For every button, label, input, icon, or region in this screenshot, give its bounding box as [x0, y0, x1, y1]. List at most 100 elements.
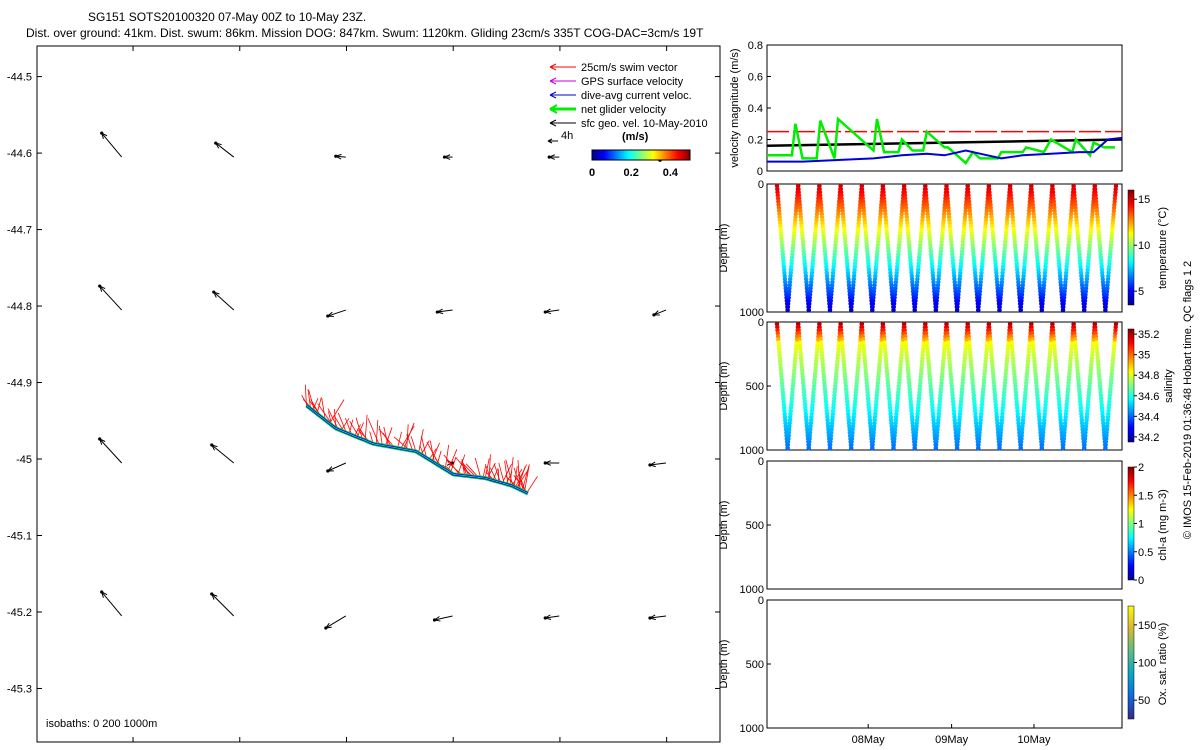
- colorbar-tick-label: 35.2: [1138, 329, 1159, 341]
- swim-vector: [444, 444, 450, 470]
- velocity-series-line: [767, 116, 1115, 165]
- map-panel: -44.5 -44.6 -44.7 -44.8 -44.9 -45 -45.1 -45.2 -4…: [7, 45, 721, 743]
- section-point: [870, 445, 875, 451]
- colorbar-tick-label: 34.8: [1138, 370, 1159, 382]
- velocity-y-tick-label: 0: [757, 166, 763, 178]
- swim-vector: [484, 458, 490, 479]
- geo-velocity-arrow: [652, 309, 667, 317]
- swim-vector: [334, 408, 337, 429]
- map-y-tick-label: -44.7: [7, 225, 32, 237]
- oxygen-panel: 0 500 1000 08May 09May 10May Depth (m) 50 100…: [718, 595, 1169, 746]
- legend-label-geo-velocity: sfc geo. vel. 10-May-2010: [581, 118, 708, 130]
- section-point: [806, 445, 811, 451]
- swim-vector: [526, 476, 538, 494]
- geo-velocity-arrow: [324, 615, 347, 630]
- geo-velocity-arrow: [442, 154, 453, 160]
- section-point: [1060, 445, 1066, 451]
- geo-velocity-arrow: [98, 284, 123, 311]
- section-point: [1113, 183, 1119, 189]
- section-point: [1060, 307, 1066, 313]
- section-point: [827, 307, 833, 313]
- oxygen-colorbar-label: Ox. sat. ratio (%): [1157, 623, 1169, 706]
- map-y-ticks: -44.5 -44.6 -44.7 -44.8 -44.9 -45 -45.1 -45.2 -4…: [7, 72, 720, 695]
- velocity-y-tick-label: 0.6: [748, 72, 763, 84]
- depth-y-tick-label: 500: [746, 381, 764, 393]
- depth-y-tick-label: 1000: [740, 307, 764, 319]
- depth-y-tick-label: 1000: [740, 445, 764, 457]
- glider-track: [301, 384, 538, 496]
- oxygen-colorbar: [1127, 605, 1135, 720]
- speed-colorbar-bar: [591, 149, 691, 161]
- legend-item-dive-avg-current: dive-avg current veloc.: [549, 90, 692, 102]
- swim-vector: [498, 462, 505, 484]
- geo-velocity-arrow: [100, 590, 123, 617]
- swim-vector: [375, 420, 379, 445]
- oxygen-axes-box: [766, 599, 1123, 729]
- map-y-tick-label: -45: [16, 454, 32, 466]
- geo-velocity-arrow: [210, 592, 235, 617]
- velocity-y-tick-label: 0.4: [748, 103, 763, 115]
- map-y-tick-label: -45.1: [7, 530, 32, 542]
- geo-velocity-arrow: [98, 437, 123, 464]
- swim-vector: [403, 422, 415, 450]
- colorbar-tick-label: 5: [1138, 286, 1144, 298]
- map-axes-box: [36, 45, 721, 743]
- dive-avg-track: [305, 404, 529, 495]
- oxygen-y-ticks: 0 500 1000: [740, 595, 771, 735]
- depth-y-tick-label: 1000: [740, 723, 764, 735]
- speed-colorbar-label: (m/s): [622, 131, 649, 143]
- date-x-tick-label: 08May: [852, 734, 886, 746]
- legend-label-net-velocity: net glider velocity: [581, 104, 666, 116]
- map-y-tick-label: -45.3: [7, 683, 32, 695]
- swim-vector: [461, 458, 466, 476]
- legend-item-geo-velocity: sfc geo. vel. 10-May-2010: [549, 118, 708, 130]
- swim-vector: [345, 417, 353, 436]
- legend-item-gps-velocity: GPS surface velocity: [549, 76, 684, 88]
- speed-colorbar: (m/s) 0 0.2 0.4: [589, 131, 691, 179]
- date-x-tick-label: 09May: [935, 734, 969, 746]
- depth-y-tick-label: 0: [758, 456, 764, 468]
- section-point: [912, 445, 917, 451]
- map-y-tick-label: -44.6: [7, 148, 32, 160]
- section-point: [891, 307, 896, 313]
- chla-colorbar-ticks: 0 0.5 1 1.5 2: [1134, 462, 1153, 587]
- swim-vector: [492, 468, 499, 481]
- swim-vector: [513, 466, 518, 487]
- swim-vector: [329, 399, 345, 424]
- colorbar-tick-label: 35: [1138, 350, 1150, 362]
- swim-vector: [348, 419, 354, 434]
- chla-axes-box: [766, 460, 1123, 590]
- section-point: [870, 307, 875, 313]
- geo-velocity-arrows: [98, 131, 667, 630]
- salinity-section-points: [774, 321, 1119, 451]
- swim-vector: [340, 418, 350, 431]
- section-point: [997, 307, 1002, 313]
- colorbar-tick-label: 15: [1138, 194, 1150, 206]
- section-point: [933, 445, 939, 451]
- velocity-series-line: [767, 136, 1123, 163]
- salinity-colorbar: [1127, 328, 1135, 443]
- geo-velocity-arrow: [326, 462, 347, 473]
- figure-subtitle: Dist. over ground: 41km. Dist. swum: 86k…: [26, 26, 704, 40]
- geo-velocity-arrow: [543, 460, 560, 466]
- section-point: [849, 307, 854, 313]
- swim-vector: [450, 457, 457, 473]
- swim-vector: [418, 429, 424, 454]
- credit-text: © IMOS 15-Feb-2019 01:36:48 Hobart time.…: [1182, 261, 1194, 539]
- swim-vector: [410, 436, 417, 452]
- swim-vector: [321, 398, 326, 421]
- chla-panel: 0 500 1000 Depth (m) 0 0.5 1 1.5 2 chl-a (mg m…: [718, 456, 1169, 596]
- depth-y-tick-label: 0: [758, 595, 764, 607]
- swim-vector: [307, 388, 312, 409]
- depth-y-tick-label: 500: [746, 659, 764, 671]
- geo-velocity-arrow: [648, 461, 667, 468]
- swim-vector: [378, 428, 395, 448]
- section-point: [997, 445, 1002, 451]
- section-point: [1018, 307, 1023, 313]
- swim-vector: [337, 412, 347, 433]
- swim-vector: [502, 463, 512, 484]
- colorbar-tick-label: 150: [1138, 620, 1156, 632]
- map-legend: 25cm/s swim vector GPS surface velocity …: [547, 62, 708, 144]
- speed-colorbar-tick-label: 0.4: [663, 167, 679, 179]
- depth-y-tick-label: 500: [746, 520, 764, 532]
